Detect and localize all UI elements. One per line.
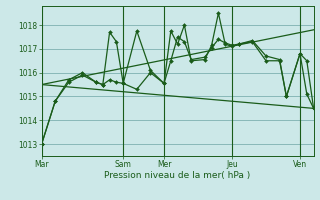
X-axis label: Pression niveau de la mer( hPa ): Pression niveau de la mer( hPa ) [104, 171, 251, 180]
